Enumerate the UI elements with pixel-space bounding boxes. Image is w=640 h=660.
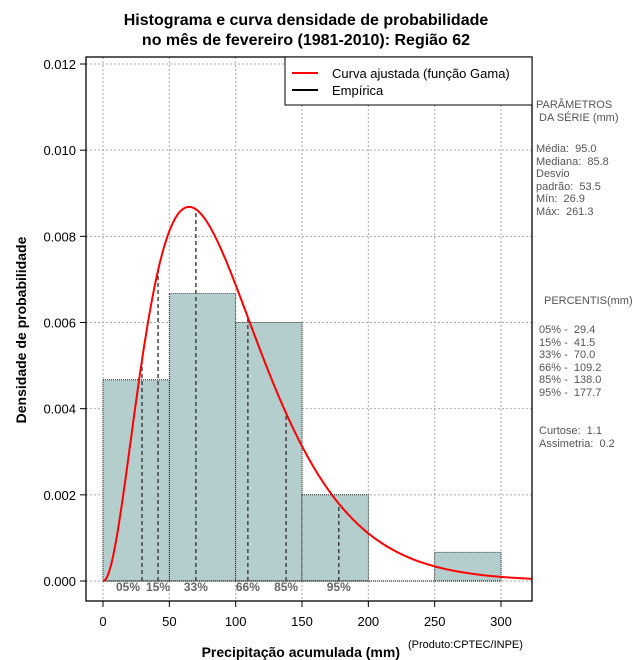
percentis-title: PERCENTIS(mm)	[544, 295, 633, 307]
y-tick-label: 0.012	[43, 57, 76, 72]
shape-stats: Curtose: 1.1 Assimetria: 0.2	[539, 425, 615, 450]
legend-box	[284, 56, 533, 106]
legend-label: Curva ajustada (função Gama)	[332, 66, 510, 81]
x-tick-label: 200	[357, 614, 379, 629]
x-tick-label: 150	[291, 614, 313, 629]
x-tick-label: 300	[490, 614, 512, 629]
chart-title-line1: Histograma e curva densidade de probabil…	[124, 12, 489, 29]
histogram-bar	[168, 293, 237, 582]
y-tick-label: 0.008	[43, 229, 76, 244]
params-title: PARÂMETROS DA SÉRIE (mm)	[536, 99, 619, 124]
percentile-label: 15%	[146, 580, 170, 594]
percentile-label: 33%	[184, 580, 208, 594]
histogram-bar	[102, 379, 170, 582]
percentile-label: 95%	[327, 580, 351, 594]
params-values: Média: 95.0 Mediana: 85.8 Desvio padrão:…	[536, 143, 609, 218]
y-tick-label: 0.006	[43, 316, 76, 331]
percentile-label: 85%	[274, 580, 298, 594]
histogram-bar	[235, 322, 303, 582]
percentis-values: 05% - 29.4 15% - 41.5 33% - 70.0 66% - 1…	[539, 324, 602, 399]
credit-text: (Produto:CPTEC/INPE)	[408, 639, 523, 651]
y-axis-label: Densidade de probabilidade	[13, 236, 29, 423]
chart-title-line2: no mês de fevereiro (1981-2010): Região …	[142, 32, 470, 49]
y-tick-label: 0.002	[43, 488, 76, 503]
percentile-label: 66%	[236, 580, 260, 594]
y-tick-label: 0.000	[43, 574, 76, 589]
y-tick-label: 0.004	[43, 402, 76, 417]
x-tick-label: 100	[225, 614, 247, 629]
x-tick-label: 250	[424, 614, 446, 629]
legend-label: Empírica	[332, 83, 384, 98]
x-tick-label: 0	[99, 614, 106, 629]
gamma-curve	[102, 205, 532, 582]
x-axis-label: Precipitação acumulada (mm)	[202, 644, 400, 660]
x-tick-label: 50	[162, 614, 176, 629]
histogram-bar	[301, 494, 369, 582]
percentile-label: 05%	[116, 580, 140, 594]
y-tick-label: 0.010	[43, 143, 76, 158]
